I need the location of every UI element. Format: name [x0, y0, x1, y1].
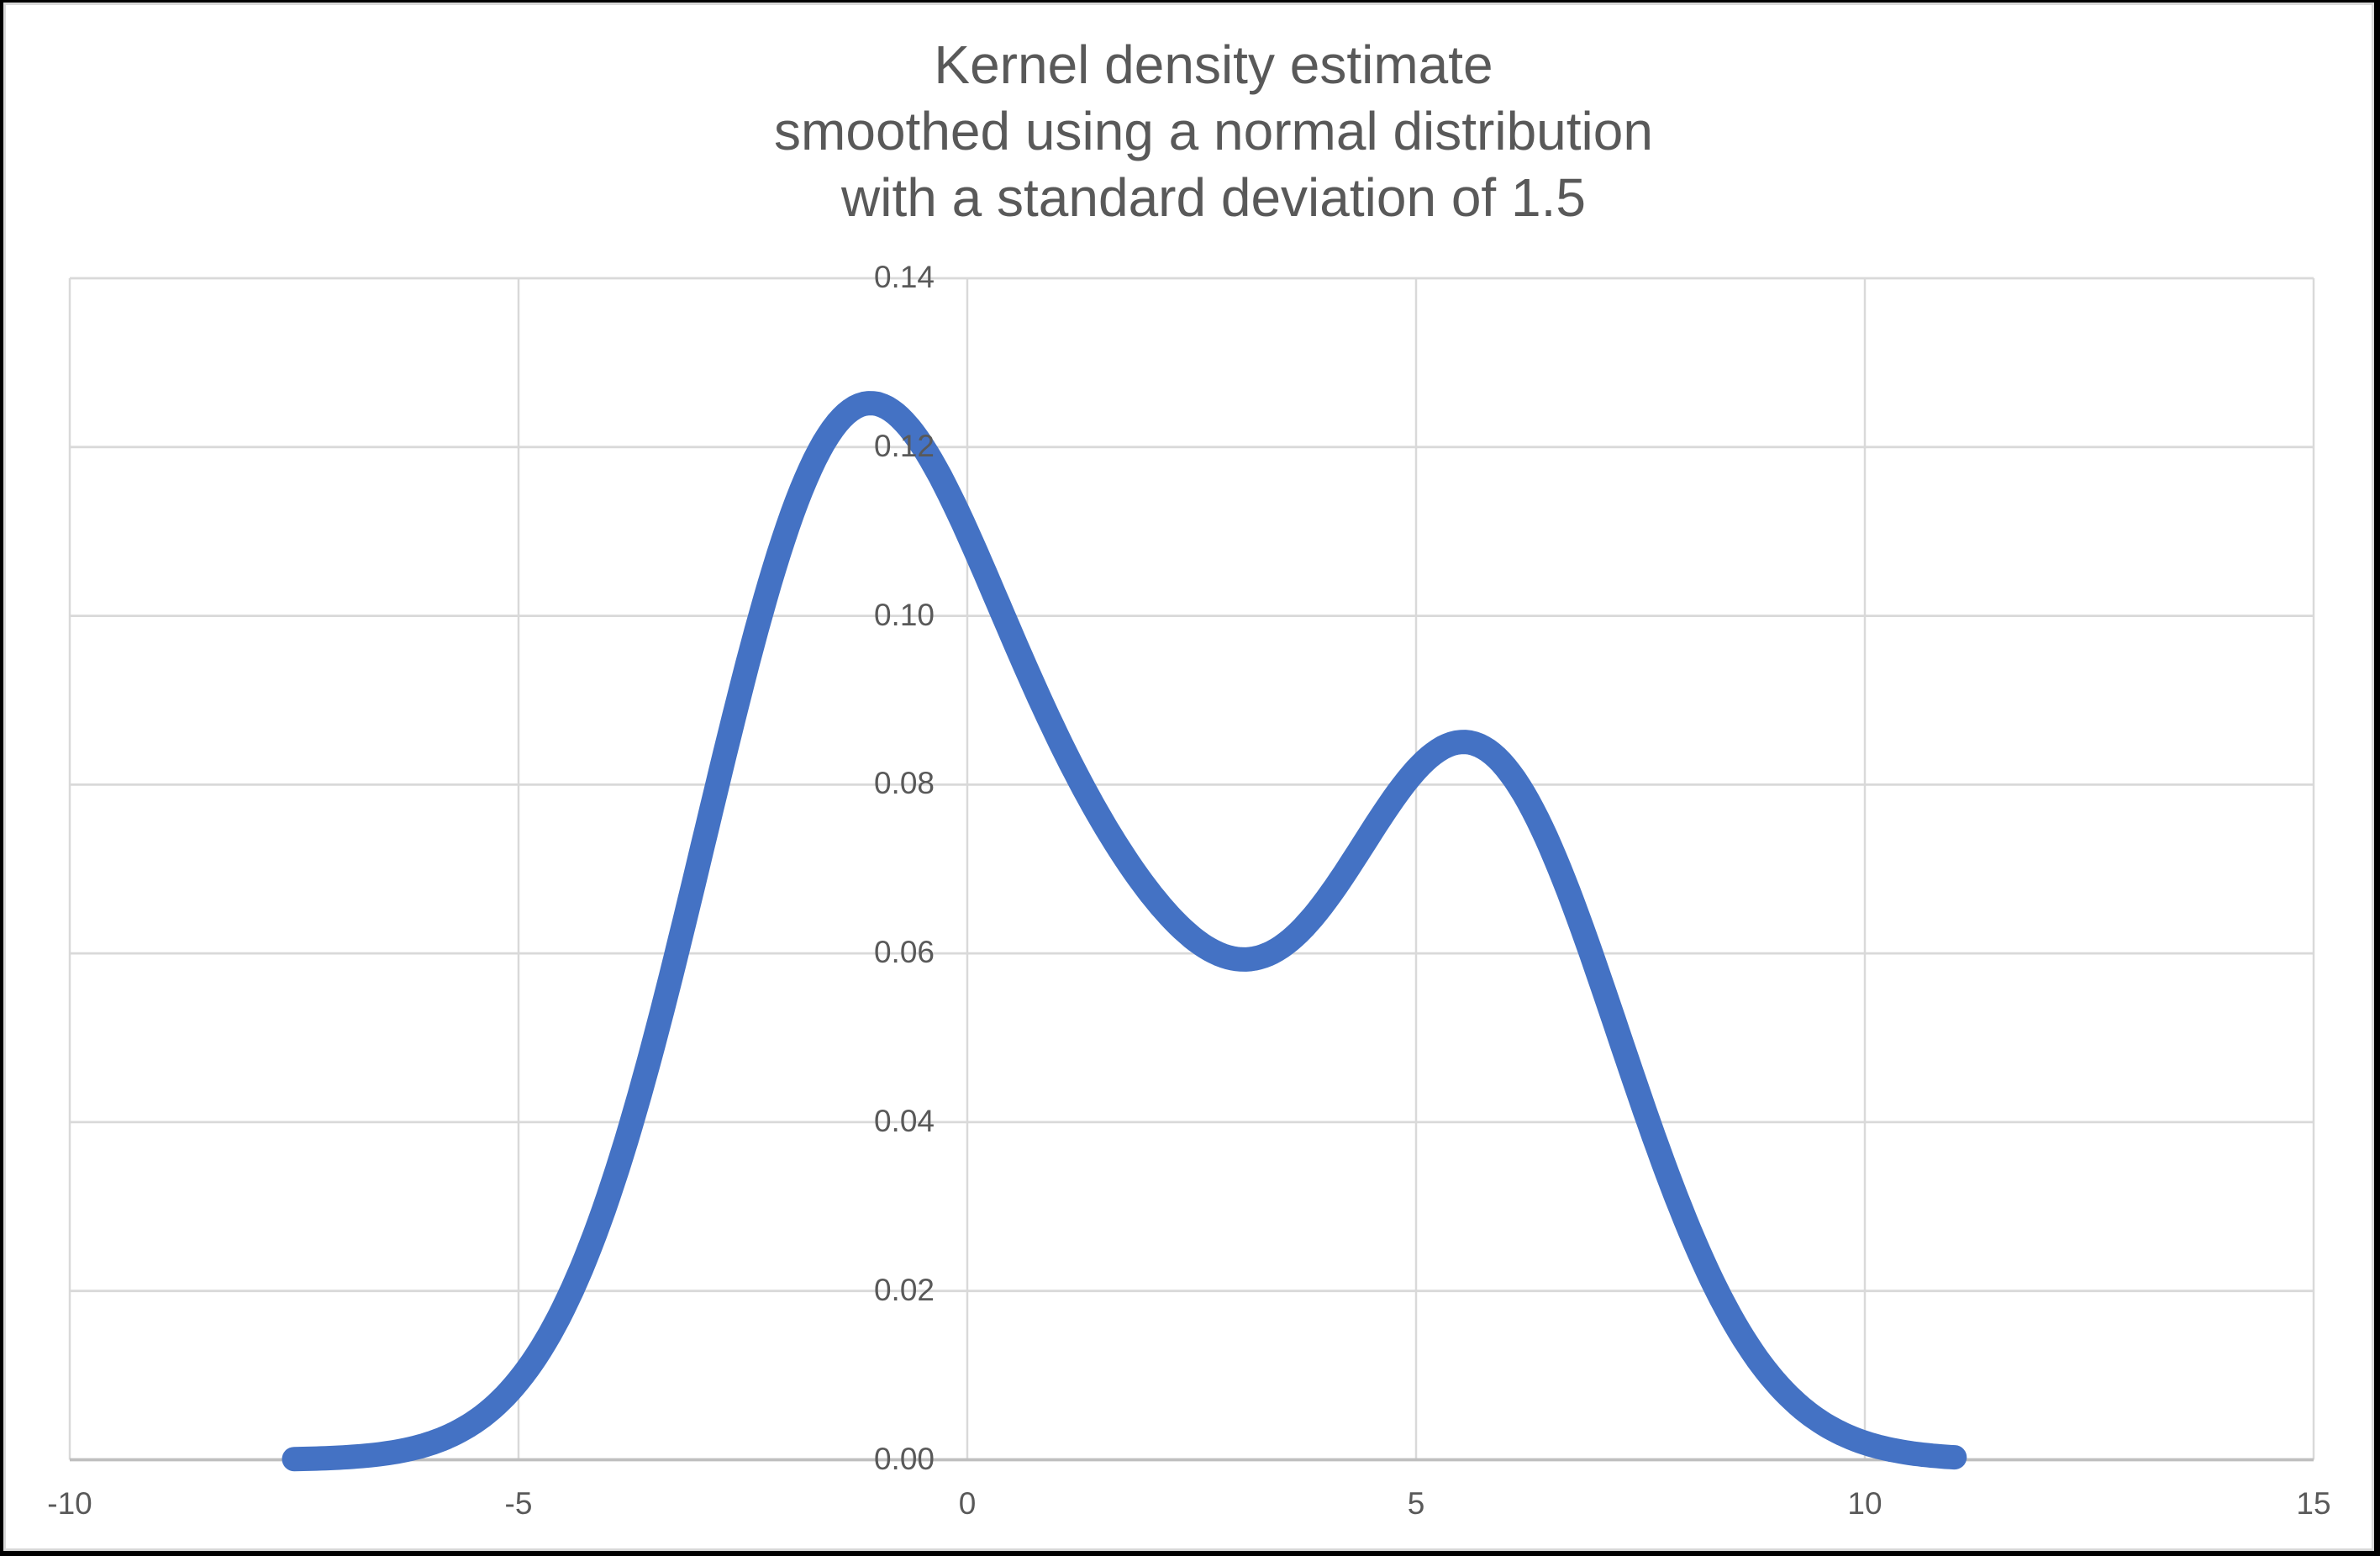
svg-text:smoothed using a normal distri: smoothed using a normal distribution: [774, 101, 1653, 161]
svg-text:0.12: 0.12: [874, 429, 935, 463]
svg-text:0: 0: [959, 1486, 977, 1521]
svg-text:0.10: 0.10: [874, 598, 935, 632]
svg-text:0.08: 0.08: [874, 766, 935, 800]
svg-text:10: 10: [1847, 1486, 1882, 1521]
svg-text:with a standard deviation of 1: with a standard deviation of 1.5: [840, 167, 1586, 228]
svg-text:0.04: 0.04: [874, 1104, 935, 1138]
svg-text:0.06: 0.06: [874, 935, 935, 969]
svg-text:-10: -10: [47, 1486, 92, 1521]
svg-text:0.02: 0.02: [874, 1273, 935, 1307]
svg-text:0.14: 0.14: [874, 260, 935, 294]
svg-text:Kernel density estimate: Kernel density estimate: [934, 34, 1493, 95]
svg-text:15: 15: [2296, 1486, 2330, 1521]
svg-text:5: 5: [1408, 1486, 1425, 1521]
svg-text:0.00: 0.00: [874, 1442, 935, 1476]
svg-text:-5: -5: [505, 1486, 533, 1521]
